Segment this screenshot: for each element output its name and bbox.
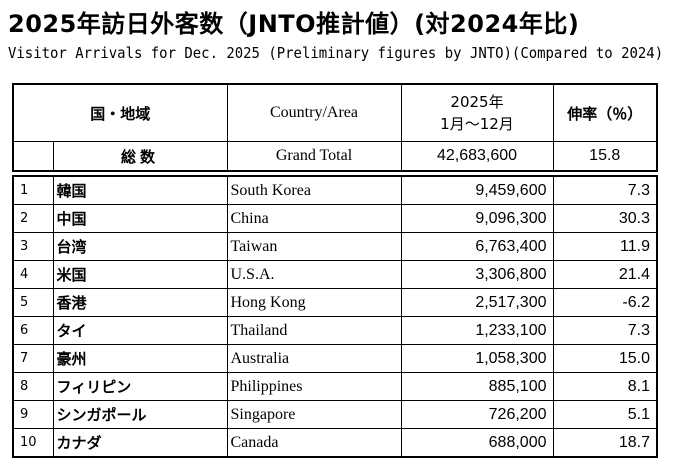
- rank-cell: 2: [12, 204, 54, 233]
- rank-cell: 1: [12, 175, 54, 205]
- table-row: 9 シンガポール Singapore 726,200 5.1: [12, 400, 658, 429]
- visitor-count: 885,100: [400, 372, 554, 401]
- table-row: 6 タイ Thailand 1,233,100 7.3: [12, 316, 658, 345]
- growth-rate: 21.4: [552, 260, 658, 289]
- page-subtitle: Visitor Arrivals for Dec. 2025 (Prelimin…: [8, 44, 664, 62]
- table-row: 8 フィリピン Philippines 885,100 8.1: [12, 372, 658, 401]
- rank-cell: 8: [12, 372, 54, 401]
- country-name-en: Thailand: [226, 316, 402, 345]
- visitor-count: 726,200: [400, 400, 554, 429]
- table-row: 4 米国 U.S.A. 3,306,800 21.4: [12, 260, 658, 289]
- header-year: 2025年: [450, 93, 504, 111]
- visitor-count: 688,000: [400, 428, 554, 458]
- growth-rate: 5.1: [552, 400, 658, 429]
- country-name-ja: 米国: [52, 260, 228, 289]
- country-name-en: Philippines: [226, 372, 402, 401]
- rank-cell: 9: [12, 400, 54, 429]
- rank-cell: 3: [12, 232, 54, 261]
- growth-rate: 7.3: [552, 175, 658, 205]
- header-region-en: Country/Area: [226, 83, 402, 142]
- country-name-ja: カナダ: [52, 428, 228, 458]
- table-row: 7 豪州 Australia 1,058,300 15.0: [12, 344, 658, 373]
- country-name-en: U.S.A.: [226, 260, 402, 289]
- country-name-en: Australia: [226, 344, 402, 373]
- table-row: 5 香港 Hong Kong 2,517,300 -6.2: [12, 288, 658, 317]
- country-name-ja: 中国: [52, 204, 228, 233]
- growth-rate: 11.9: [552, 232, 658, 261]
- rank-cell: 6: [12, 316, 54, 345]
- country-name-ja: 韓国: [52, 175, 228, 205]
- visitor-count: 6,763,400: [400, 232, 554, 261]
- page-title: 2025年訪日外客数（JNTO推計値）(対2024年比): [8, 10, 580, 38]
- country-name-ja: シンガポール: [52, 400, 228, 429]
- table-row: 10 カナダ Canada 688,000 18.7: [12, 428, 658, 458]
- rank-cell: 5: [12, 288, 54, 317]
- total-rank-cell: [12, 141, 54, 172]
- total-row: 総数 Grand Total 42,683,600 15.8: [12, 141, 658, 172]
- country-name-ja: タイ: [52, 316, 228, 345]
- table-row: 1 韓国 South Korea 9,459,600 7.3: [12, 175, 658, 205]
- ranking-table: 1 韓国 South Korea 9,459,600 7.3 2 中国 China 9,096,…: [12, 175, 658, 458]
- growth-rate: 15.0: [552, 344, 658, 373]
- country-name-en: South Korea: [226, 175, 402, 205]
- country-name-ja: フィリピン: [52, 372, 228, 401]
- header-months: 1月～12月: [440, 115, 514, 133]
- visitor-count: 3,306,800: [400, 260, 554, 289]
- growth-rate: -6.2: [552, 288, 658, 317]
- header-region-ja: 国・地域: [12, 83, 228, 142]
- total-rate: 15.8: [552, 141, 658, 172]
- header-period: 2025年 1月～12月: [400, 83, 554, 142]
- country-name-en: Singapore: [226, 400, 402, 429]
- rank-cell: 10: [12, 428, 54, 458]
- country-name-en: China: [226, 204, 402, 233]
- country-name-ja: 香港: [52, 288, 228, 317]
- total-label-ja: 総数: [52, 141, 228, 172]
- visitor-count: 2,517,300: [400, 288, 554, 317]
- growth-rate: 30.3: [552, 204, 658, 233]
- total-value: 42,683,600: [400, 141, 554, 172]
- growth-rate: 18.7: [552, 428, 658, 458]
- visitor-count: 1,058,300: [400, 344, 554, 373]
- country-name-en: Hong Kong: [226, 288, 402, 317]
- visitor-count: 9,096,300: [400, 204, 554, 233]
- table-row: 3 台湾 Taiwan 6,763,400 11.9: [12, 232, 658, 261]
- rank-cell: 7: [12, 344, 54, 373]
- country-name-en: Taiwan: [226, 232, 402, 261]
- country-name-ja: 豪州: [52, 344, 228, 373]
- rank-cell: 4: [12, 260, 54, 289]
- visitor-count: 1,233,100: [400, 316, 554, 345]
- visitor-count: 9,459,600: [400, 175, 554, 205]
- header-rate: 伸率（％）: [552, 83, 658, 142]
- table-row: 2 中国 China 9,096,300 30.3: [12, 204, 658, 233]
- summary-table: 国・地域 Country/Area 2025年 1月～12月 伸率（％） 総数 …: [12, 83, 658, 172]
- growth-rate: 8.1: [552, 372, 658, 401]
- country-name-en: Canada: [226, 428, 402, 458]
- header-row: 国・地域 Country/Area 2025年 1月～12月 伸率（％）: [12, 83, 658, 142]
- growth-rate: 7.3: [552, 316, 658, 345]
- country-name-ja: 台湾: [52, 232, 228, 261]
- total-label-en: Grand Total: [226, 141, 402, 172]
